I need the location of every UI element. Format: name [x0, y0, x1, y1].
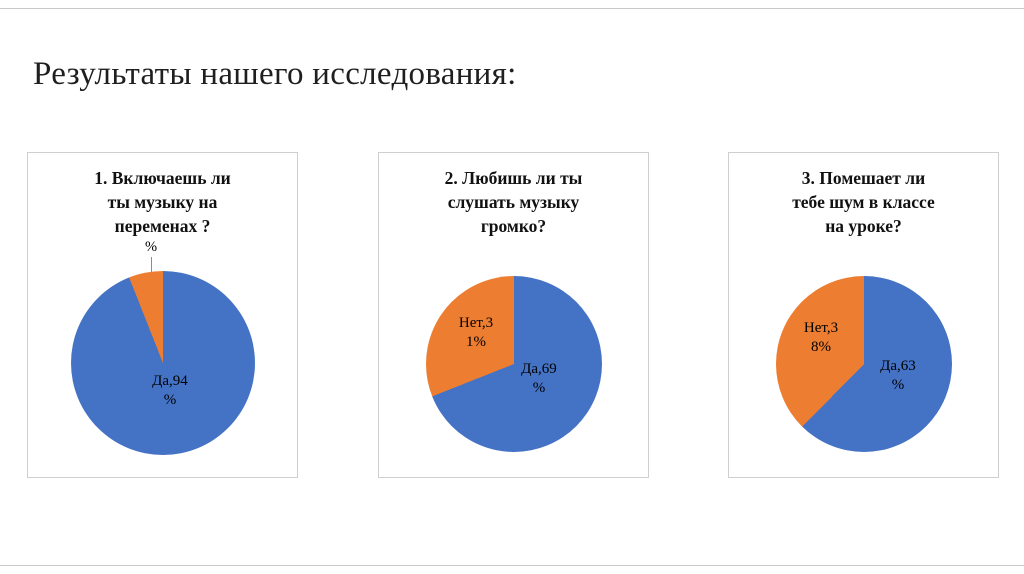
bottom-divider [0, 565, 1024, 566]
top-divider [0, 8, 1024, 9]
slice-label-net-2: Нет,3 1% [441, 314, 511, 352]
chart-title-1-line-1: 1. Включаешь ли [94, 168, 231, 188]
pie-chart-1 [71, 271, 255, 455]
pie-chart-3 [776, 276, 952, 452]
leader-line-1 [151, 257, 152, 274]
chart-title-3-line-2: тебе шум в классе [792, 192, 935, 212]
slice-label-da-3: Да,63 % [863, 357, 933, 395]
slice-label-da-1: Да,94 % [135, 372, 205, 410]
slice-label-da-1-line-1: Да,94 [152, 373, 188, 389]
slice-label-da-1-line-2: % [163, 392, 177, 408]
slice-label-net-1: % [144, 239, 158, 255]
chart-title-2-line-3: громко? [480, 216, 547, 236]
chart-panel-1: 1. Включаешь ли ты музыку на переменах ?… [27, 152, 298, 478]
slice-label-net-3-line-1: Нет,3 [803, 320, 839, 336]
chart-title-2: 2. Любишь ли ты слушать музыку громко? [379, 166, 648, 238]
slice-label-da-3-line-2: % [891, 377, 905, 393]
chart-title-1-line-3: переменах ? [114, 216, 211, 236]
slice-label-da-3-line-1: Да,63 [880, 358, 916, 374]
slice-label-net-3-line-2: 8% [811, 339, 831, 355]
slice-label-net-2-line-2: 1% [466, 334, 486, 350]
chart-panel-3: 3. Помешает ли тебе шум в классе на урок… [728, 152, 999, 478]
chart-title-1: 1. Включаешь ли ты музыку на переменах ? [28, 166, 297, 238]
slice-label-net-2-line-1: Нет,3 [458, 315, 494, 331]
slide-title: Результаты нашего исследования: [33, 56, 517, 92]
chart-title-1-line-2: ты музыку на [107, 192, 218, 212]
pie-chart-2 [426, 276, 602, 452]
chart-title-2-line-1: 2. Любишь ли ты [444, 168, 583, 188]
chart-title-3-line-1: 3. Помешает ли [801, 168, 926, 188]
slice-label-da-2-line-1: Да,69 [521, 361, 557, 377]
slice-label-da-2-line-2: % [532, 380, 546, 396]
slice-label-da-2: Да,69 % [504, 360, 574, 398]
slice-label-net-3: Нет,3 8% [786, 319, 856, 357]
chart-title-2-line-2: слушать музыку [447, 192, 580, 212]
chart-panel-2: 2. Любишь ли ты слушать музыку громко? Н… [378, 152, 649, 478]
chart-title-3-line-3: на уроке? [825, 216, 902, 236]
chart-title-3: 3. Помешает ли тебе шум в классе на урок… [729, 166, 998, 238]
